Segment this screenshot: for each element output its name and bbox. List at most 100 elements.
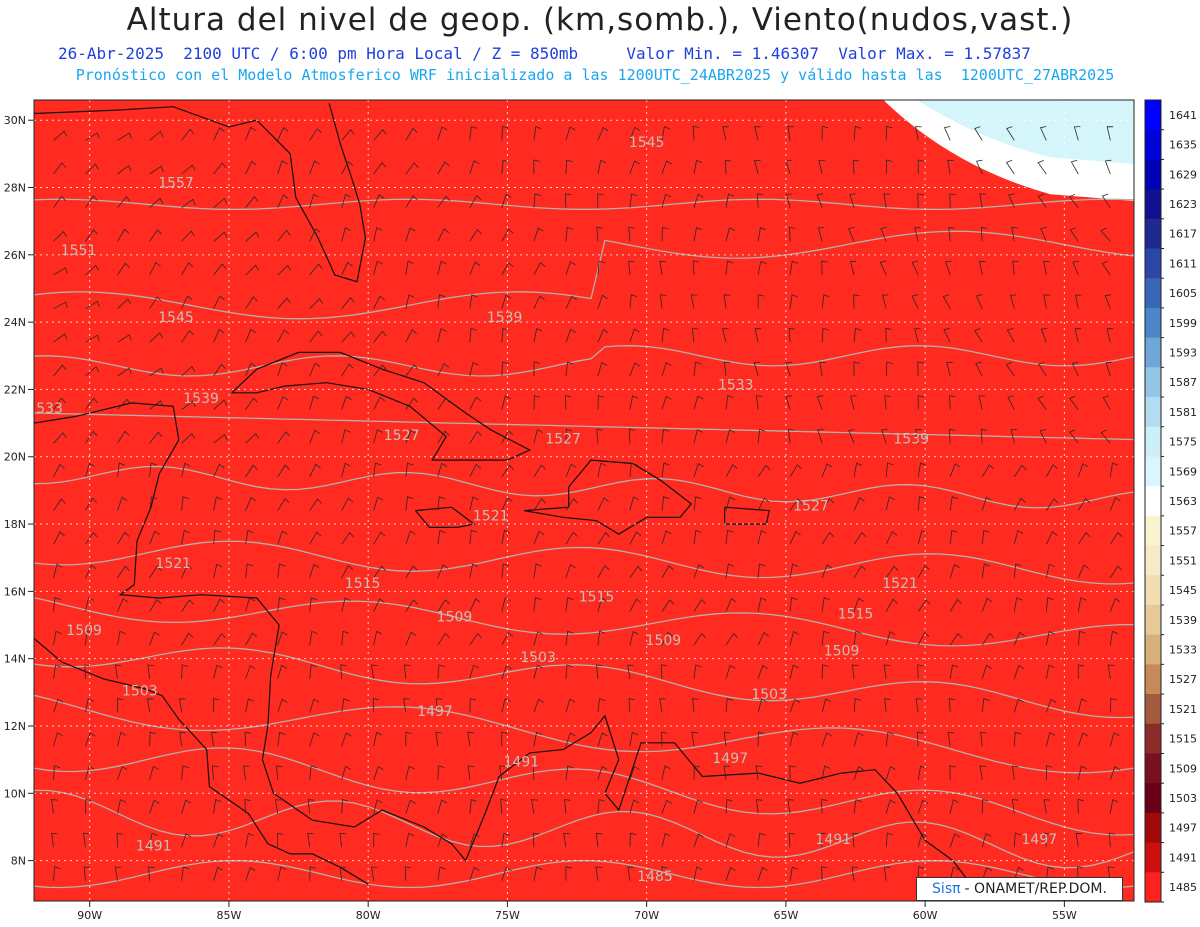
wind-barb [245,832,254,848]
wind-barb [884,395,891,410]
colorbar-label: 1635 [1169,139,1197,152]
y-tick-label: 26N [4,249,26,262]
wind-barb [85,163,99,175]
wind-barb [53,364,67,377]
wind-barb [1108,832,1116,848]
colorbar-label: 1509 [1169,762,1197,775]
wind-barb [245,632,258,646]
wind-barb [149,400,164,410]
wind-barb [244,799,251,814]
wind-barb [213,697,220,713]
wind-barb [661,565,674,579]
wind-barb [245,563,253,578]
wind-barb [692,125,700,141]
wind-barb [850,395,857,410]
contour-label: 1497 [712,751,748,767]
wind-barb [723,765,731,780]
wind-barb [181,765,189,780]
wind-barb [597,630,606,646]
wind-barb [1043,799,1051,814]
wind-barb [213,433,228,444]
wind-barb [595,866,602,881]
wind-barb [981,866,993,881]
wind-barb [373,295,385,309]
wind-barb [275,799,282,814]
wind-barb [149,565,162,579]
wind-barb [85,195,98,208]
wind-barb [533,429,543,444]
wind-barb [565,126,576,141]
wind-barb [405,364,419,377]
wind-barb [435,698,443,713]
wind-barb [1045,630,1055,646]
wind-barb [405,195,418,208]
wind-barb [564,799,571,814]
wind-barb [565,564,576,579]
wind-barb [117,765,128,780]
colorbar-label: 1485 [1169,881,1197,894]
wind-barb [725,260,734,276]
wind-barb [661,799,672,814]
wind-barb [405,799,416,814]
wind-barb [597,126,609,141]
wind-barb [501,125,509,141]
wind-barb [1045,597,1054,612]
wind-barb [181,599,194,612]
wind-barb [917,833,928,848]
wind-barb [533,328,543,343]
wind-barb [149,229,162,242]
wind-barb [533,498,546,511]
wind-barb [789,664,799,679]
coastline [34,638,369,885]
wind-barb [117,531,130,545]
wind-barb [821,597,830,612]
wind-barb [373,429,383,444]
wind-barb [469,463,482,478]
wind-barb [181,198,196,209]
wind-barb [629,193,638,208]
wind-barb [117,496,128,511]
wind-barb [943,328,951,343]
wind-barb [373,565,386,579]
wind-barb [211,765,219,780]
wind-barb [277,395,289,410]
wind-barb [213,231,228,242]
wind-barb [565,597,574,612]
shading-band [916,100,1134,164]
wind-barb [437,833,448,848]
wind-barb [404,866,412,881]
wind-barb [821,294,830,309]
wind-barb [341,462,351,477]
wind-barb [277,498,290,511]
wind-barb [469,396,482,410]
colorbar-swatch [1145,100,1161,131]
wind-barb [117,462,126,477]
wind-barb [725,464,738,478]
shading-band [6,80,1162,87]
wind-barb [853,732,864,747]
wind-barb [181,164,196,175]
wind-barb [469,261,481,276]
wind-barb [821,564,833,579]
wind-barb [149,197,164,208]
wind-barb [245,397,258,410]
wind-barb [725,866,736,881]
credit-box: Sisπ - ONAMET/REP.DOM. [916,877,1123,901]
colorbar-swatch [1145,426,1161,457]
wind-barb [213,664,223,679]
coastline [34,103,367,283]
wind-barb [725,529,734,545]
wind-barb [949,833,961,848]
coastline [415,506,476,528]
wind-barb [693,361,702,377]
wind-barb [1013,530,1024,545]
wind-barb [373,128,387,141]
wind-barb [1106,328,1114,343]
wind-barb [181,365,196,377]
wind-barb [341,161,354,175]
geopotential-shading [6,80,1162,901]
wind-barb [533,464,546,478]
x-tick-label: 75W [495,909,520,922]
colorbar-label: 1539 [1169,614,1197,627]
credit-text: - ONAMET/REP.DOM. [964,881,1107,897]
